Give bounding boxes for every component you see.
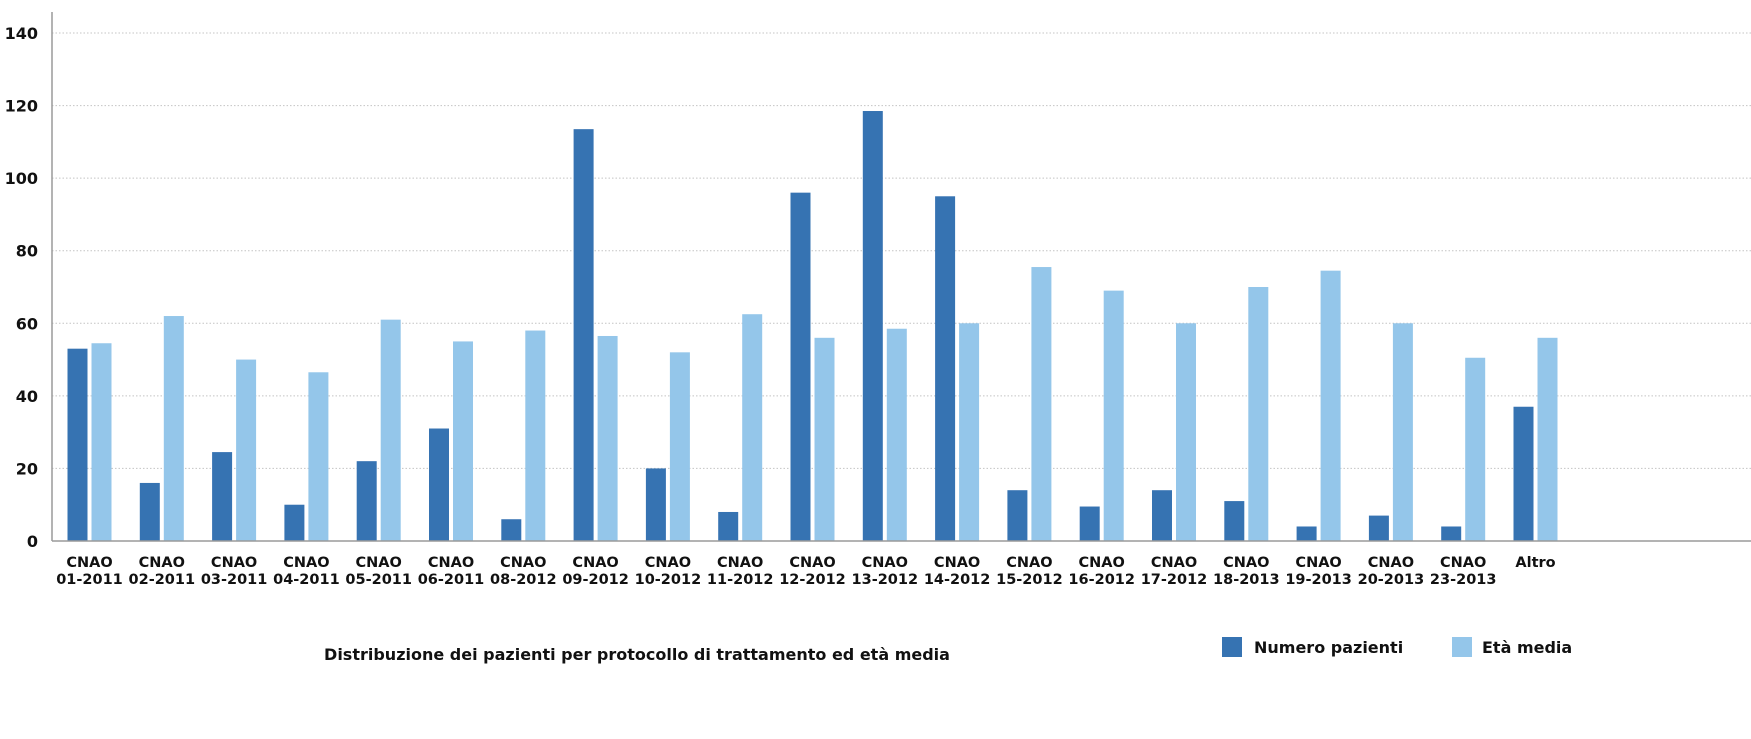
bar-eta-media [1465,357,1486,541]
bar-numero-pazienti [429,428,449,541]
bar-numero-pazienti [1152,490,1172,541]
bar-eta-media [1176,323,1196,541]
x-tick-label: CNAO 20-2013 [1358,555,1425,588]
bar-eta-media [886,328,907,541]
x-tick-label: CNAO 19-2013 [1285,555,1352,588]
bar-eta-media [814,337,835,541]
bar-numero-pazienti [1513,406,1534,541]
x-tick-label: CNAO 06-2011 [418,555,485,588]
legend-label-numero-pazienti: Numero pazienti [1254,638,1403,657]
x-tick-label: CNAO 05-2011 [345,555,412,588]
chart-title: Distribuzione dei pazienti per protocoll… [324,645,950,664]
x-tick-label: CNAO 10-2012 [635,555,702,588]
bar-eta-media [525,330,546,541]
x-tick-label: CNAO 09-2012 [562,555,629,588]
bar-numero-pazienti [645,468,666,541]
bar-numero-pazienti [1296,526,1317,541]
bar-eta-media [1248,287,1269,541]
legend-label-eta-media: Età media [1482,638,1572,657]
legend-swatch-numero-pazienti [1222,637,1242,657]
x-tick-label: CNAO 17-2012 [1141,555,1208,588]
bar-eta-media [91,343,112,541]
x-tick-label: CNAO 18-2013 [1213,555,1280,588]
y-tick-label: 40 [16,387,38,406]
bar-eta-media [959,323,980,541]
bar-eta-media [1103,290,1124,541]
x-tick-label: CNAO 14-2012 [924,555,991,588]
bar-eta-media [163,316,184,541]
x-tick-label: CNAO 11-2012 [707,555,774,588]
bar-numero-pazienti [356,461,377,541]
bar-numero-pazienti [935,196,956,542]
bar-numero-pazienti [284,504,305,541]
bar-numero-pazienti [212,452,233,541]
x-tick-label: CNAO 04-2011 [273,555,340,588]
bar-numero-pazienti [1079,506,1100,541]
bar-numero-pazienti [862,111,883,541]
x-tick-label: CNAO 03-2011 [201,555,268,588]
bars [67,111,1558,542]
y-tick-label: 60 [16,314,38,333]
x-tick-label: CNAO 12-2012 [779,555,846,588]
y-tick-label: 120 [5,97,38,116]
legend: Numero pazienti Età media [1222,637,1572,657]
y-tick-label: 80 [16,242,38,261]
y-tick-label: 140 [5,24,38,43]
bar-numero-pazienti [718,511,739,541]
x-tick-label: CNAO 23-2013 [1430,555,1497,588]
bar-numero-pazienti [573,129,594,541]
bar-eta-media [742,314,763,541]
legend-swatch-eta-media [1452,637,1472,657]
bar-numero-pazienti [1441,526,1462,541]
bar-eta-media [380,319,401,541]
x-tick-label: CNAO 13-2012 [852,555,919,588]
bar-eta-media [597,335,618,541]
y-tick-label: 20 [16,459,38,478]
bar-eta-media [669,352,690,541]
bar-numero-pazienti [790,192,811,541]
x-tick-label: CNAO 16-2012 [1068,555,1135,588]
bar-numero-pazienti [1007,490,1028,541]
x-tick-label: Altro [1515,555,1555,571]
bar-numero-pazienti [1368,515,1389,541]
bar-eta-media [1392,323,1413,541]
bar-eta-media [1320,270,1341,541]
bar-eta-media [236,359,257,541]
y-tick-label: 100 [5,169,38,188]
bar-numero-pazienti [139,482,160,541]
x-tick-label: CNAO 08-2012 [490,555,557,588]
bar-eta-media [308,372,329,541]
x-tick-label: CNAO 15-2012 [996,555,1063,588]
bar-numero-pazienti [501,519,522,541]
bar-eta-media [453,341,473,541]
y-axis-ticks: 0 20 40 60 80 100 120 140 [5,24,38,551]
bar-numero-pazienti [67,348,88,541]
bar-numero-pazienti [1224,501,1245,541]
x-tick-label: CNAO 02-2011 [129,555,196,588]
x-tick-label: CNAO 01-2011 [56,555,123,588]
bar-eta-media [1031,267,1052,541]
bar-eta-media [1537,337,1558,541]
y-tick-label: 0 [27,532,38,551]
